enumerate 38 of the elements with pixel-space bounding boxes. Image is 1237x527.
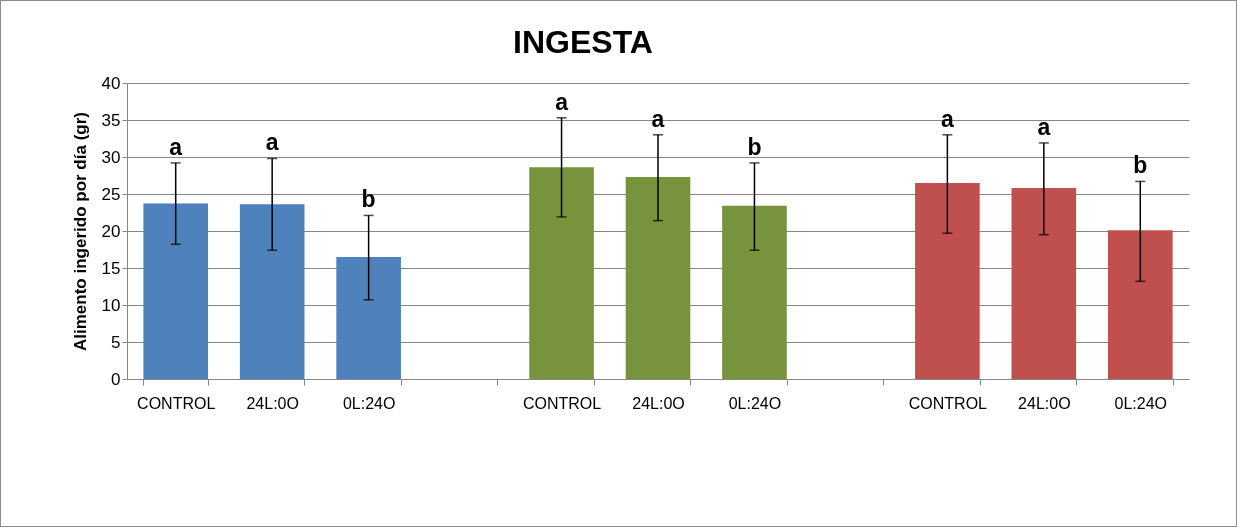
y-tick-label: 20 [101, 221, 121, 241]
y-tick-label: 0 [111, 369, 121, 389]
bar [239, 204, 305, 379]
y-axis-title: Alimento ingerido por día (gr) [70, 112, 90, 351]
x-tick-label: CONTROL [522, 394, 602, 412]
x-tick-label: 0L:24O [728, 394, 782, 412]
y-tick-label: 5 [111, 332, 121, 352]
x-tick-label: 0L:24O [342, 394, 396, 412]
x-tick-label: 0L:24O [1114, 394, 1168, 412]
annotation: a [1037, 113, 1051, 140]
bar [1011, 188, 1077, 379]
x-tick-label: 24L:0O [246, 394, 299, 412]
y-tick-label: 25 [101, 184, 121, 204]
bar [722, 205, 787, 379]
annotation: a [651, 105, 665, 132]
annotation: b [747, 133, 762, 160]
y-tick-label: 30 [101, 147, 121, 167]
x-tick-label: 24L:0O [1018, 394, 1071, 412]
bar [336, 256, 401, 379]
annotation: b [361, 186, 376, 213]
bar [1107, 230, 1173, 379]
bar [625, 176, 691, 379]
x-tick-label: CONTROL [137, 394, 216, 412]
x-tick-label: 24L:0O [632, 394, 685, 412]
bar [915, 182, 980, 379]
annotation: a [169, 133, 183, 160]
annotation: a [940, 105, 954, 132]
y-tick-label: 15 [101, 258, 121, 278]
x-tick-label: CONTROL [908, 394, 988, 412]
bar [529, 167, 594, 379]
y-tick-label: 40 [101, 73, 121, 93]
bar [143, 203, 209, 379]
y-tick-label: 35 [101, 110, 121, 130]
chart-title: INGESTA [513, 24, 653, 60]
annotation: b [1133, 152, 1148, 179]
annotation: a [265, 129, 279, 156]
annotation: a [555, 88, 569, 115]
y-tick-label: 10 [101, 295, 121, 315]
